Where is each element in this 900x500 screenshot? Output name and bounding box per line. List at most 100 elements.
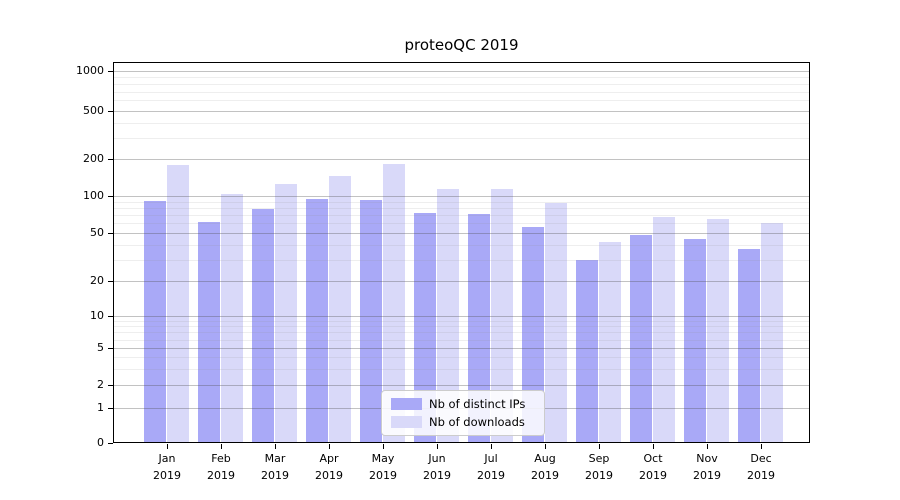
x-tick-mark	[599, 444, 600, 449]
x-tick-month: Sep	[588, 452, 610, 465]
y-tick-mark	[108, 385, 113, 386]
y-tick-mark	[108, 316, 113, 317]
x-tick-month: Feb	[211, 452, 231, 465]
x-tick-year: 2019	[585, 469, 613, 482]
bar-downloads-jun	[437, 189, 459, 442]
bar-ips-jan	[144, 201, 166, 442]
x-tick-mark	[653, 444, 654, 449]
y-tick-label: 5	[97, 341, 104, 354]
bar-ips-jun	[414, 213, 436, 442]
legend-label-distinct-ips: Nb of distinct IPs	[429, 397, 526, 411]
x-tick-mark	[491, 444, 492, 449]
x-tick-mark	[275, 444, 276, 449]
bar-ips-oct	[630, 235, 652, 442]
bar-ips-mar	[252, 209, 274, 442]
x-tick-month: Mar	[264, 452, 286, 465]
x-tick-label: Oct 2019	[623, 450, 683, 484]
bar-downloads-feb	[221, 194, 243, 442]
x-tick-year: 2019	[315, 469, 343, 482]
legend-item-distinct-ips: Nb of distinct IPs	[391, 397, 544, 411]
x-tick-label: Feb 2019	[191, 450, 251, 484]
y-tick-label: 0	[97, 436, 104, 449]
bar-ips-nov	[684, 239, 706, 442]
x-tick-year: 2019	[207, 469, 235, 482]
x-tick-year: 2019	[477, 469, 505, 482]
bar-ips-sep	[576, 260, 598, 442]
x-tick-label: Nov 2019	[677, 450, 737, 484]
y-tick-mark	[108, 408, 113, 409]
x-tick-year: 2019	[423, 469, 451, 482]
x-tick-mark	[167, 444, 168, 449]
x-tick-mark	[707, 444, 708, 449]
bar-downloads-jul	[491, 189, 513, 442]
y-tick-label: 50	[90, 226, 104, 239]
x-tick-label: Jun 2019	[407, 450, 467, 484]
y-tick-mark	[108, 111, 113, 112]
legend-swatch-downloads	[391, 416, 422, 428]
x-tick-month: Jun	[428, 452, 446, 465]
bar-ips-may	[360, 200, 382, 442]
x-tick-month: Oct	[643, 452, 663, 465]
x-tick-label: Mar 2019	[245, 450, 305, 484]
bar-ips-feb	[198, 222, 220, 442]
x-tick-month: Aug	[534, 452, 556, 465]
x-tick-mark	[437, 444, 438, 449]
x-tick-label: Dec 2019	[731, 450, 791, 484]
bar-downloads-jan	[167, 165, 189, 442]
bar-downloads-sep	[599, 242, 621, 442]
bar-downloads-dec	[761, 223, 783, 442]
y-tick-label: 20	[90, 274, 104, 287]
x-tick-year: 2019	[693, 469, 721, 482]
x-tick-year: 2019	[531, 469, 559, 482]
x-tick-year: 2019	[747, 469, 775, 482]
x-tick-label: Jan 2019	[137, 450, 197, 484]
y-tick-mark	[108, 281, 113, 282]
y-tick-mark	[108, 443, 113, 444]
y-tick-mark	[108, 233, 113, 234]
x-tick-mark	[383, 444, 384, 449]
x-tick-year: 2019	[153, 469, 181, 482]
legend-item-downloads: Nb of downloads	[391, 415, 544, 429]
y-tick-label: 200	[83, 152, 104, 165]
y-tick-label: 1000	[76, 64, 104, 77]
x-tick-label: Aug 2019	[515, 450, 575, 484]
y-tick-label: 1	[97, 401, 104, 414]
x-tick-mark	[329, 444, 330, 449]
bar-ips-aug	[522, 227, 544, 442]
x-tick-label: Apr 2019	[299, 450, 359, 484]
x-tick-label: Sep 2019	[569, 450, 629, 484]
x-tick-month: Apr	[319, 452, 339, 465]
bar-downloads-aug	[545, 203, 567, 442]
y-tick-label: 2	[97, 378, 104, 391]
bar-ips-jul	[468, 214, 490, 442]
x-tick-year: 2019	[261, 469, 289, 482]
bar-downloads-nov	[707, 219, 729, 442]
y-tick-label: 500	[83, 104, 104, 117]
plot-area: Nb of distinct IPs Nb of downloads	[113, 62, 810, 443]
x-tick-year: 2019	[639, 469, 667, 482]
chart-title: proteoQC 2019	[404, 36, 519, 54]
x-tick-label: Jul 2019	[461, 450, 521, 484]
x-tick-year: 2019	[369, 469, 397, 482]
bar-downloads-apr	[329, 176, 351, 442]
x-tick-month: Jul	[484, 452, 498, 465]
x-tick-mark	[761, 444, 762, 449]
y-tick-label: 100	[83, 189, 104, 202]
x-tick-month: May	[371, 452, 395, 465]
bar-downloads-may	[383, 164, 405, 442]
y-tick-mark	[108, 159, 113, 160]
x-tick-label: May 2019	[353, 450, 413, 484]
bar-ips-dec	[738, 249, 760, 442]
x-tick-month: Jan	[158, 452, 176, 465]
bar-downloads-oct	[653, 217, 675, 442]
legend: Nb of distinct IPs Nb of downloads	[381, 390, 545, 436]
bar-downloads-mar	[275, 184, 297, 442]
x-tick-mark	[545, 444, 546, 449]
bar-ips-apr	[306, 199, 328, 442]
bars-layer	[114, 63, 809, 442]
legend-label-downloads: Nb of downloads	[429, 415, 525, 429]
y-tick-label: 10	[90, 309, 104, 322]
x-tick-month: Dec	[750, 452, 772, 465]
y-tick-mark	[108, 71, 113, 72]
